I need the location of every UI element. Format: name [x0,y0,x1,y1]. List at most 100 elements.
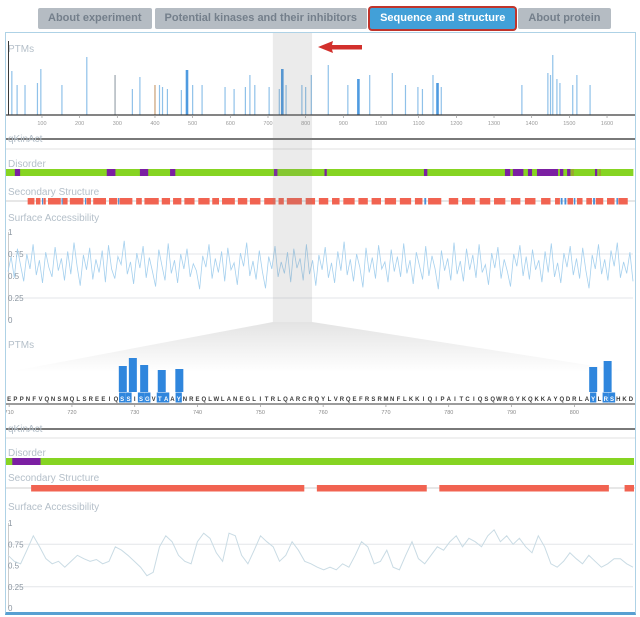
secondary-segment-helix[interactable] [305,198,316,205]
disorder-segment[interactable] [274,169,278,176]
secondary-segment-helix[interactable] [119,198,133,205]
secondary-segment-strand[interactable] [118,198,120,205]
residue-letter[interactable]: A [227,397,232,403]
disorder-segment[interactable] [559,169,564,176]
residue-letter[interactable]: R [365,397,370,403]
secondary-segment-helix[interactable] [343,198,355,205]
residue-letter[interactable]: A [290,397,295,403]
residue-letter[interactable]: N [390,397,394,403]
residue-letter[interactable]: R [572,397,577,403]
residue-letter[interactable]: I [423,397,425,403]
secondary-segment-helix[interactable] [278,198,284,205]
secondary-segment-helix[interactable] [358,198,368,205]
residue-letter[interactable]: F [397,397,401,403]
secondary-segment-helix[interactable] [555,198,560,205]
disorder-detail-bar[interactable] [6,458,634,465]
residue-letter[interactable]: W [214,397,220,403]
secondary-segment-helix[interactable] [332,198,340,205]
residue-letter[interactable]: R [296,397,301,403]
secondary-segment-strand[interactable] [573,198,576,205]
tab-sequence-and-structure[interactable]: Sequence and structure [370,8,516,29]
secondary-segment-helix[interactable] [428,198,442,205]
disorder-bar[interactable] [6,169,634,176]
residue-letter[interactable]: S [126,397,130,403]
residue-letter[interactable]: I [454,397,456,403]
residue-letter[interactable]: C [302,397,307,403]
secondary-segment-helix[interactable] [595,198,604,205]
disorder-segment[interactable] [598,169,601,176]
secondary-segment-helix[interactable] [47,198,61,205]
secondary-segment-helix[interactable] [567,198,574,205]
secondary-segment-helix[interactable] [524,198,536,205]
highlight-band[interactable] [272,33,313,322]
secondary-segment-helix[interactable] [414,198,423,205]
ptm-bar[interactable] [118,366,127,392]
residue-letter[interactable]: S [57,397,61,403]
residue-letter[interactable]: E [353,397,357,403]
residue-letter[interactable]: A [585,397,590,403]
residue-letter[interactable]: V [152,397,156,403]
residue-letter[interactable]: Q [559,397,564,403]
residue-highlight[interactable] [602,392,609,403]
residue-letter[interactable]: I [473,397,475,403]
secondary-segment-helix[interactable] [318,198,329,205]
residue-letter[interactable]: F [359,397,363,403]
residue-letter[interactable]: Y [516,397,520,403]
residue-letter[interactable]: C [465,397,470,403]
residue-letter[interactable]: R [604,397,609,403]
residue-letter[interactable]: R [308,397,313,403]
secondary-segment-helix[interactable] [136,198,142,205]
residue-letter[interactable]: L [221,397,225,403]
residue-highlight[interactable] [175,392,182,403]
residue-letter[interactable]: I [260,397,262,403]
residue-letter[interactable]: Q [283,397,288,403]
residue-letter[interactable]: K [541,397,546,403]
disorder-segment[interactable] [594,169,598,176]
residue-letter[interactable]: K [415,397,420,403]
disorder-segment[interactable] [504,169,511,176]
secondary-segment-helix[interactable] [144,198,159,205]
residue-letter[interactable]: K [409,397,414,403]
disorder-segment[interactable] [512,169,524,176]
secondary-segment-strand[interactable] [593,198,595,205]
secondary-segment-helix[interactable] [93,198,107,205]
residue-letter[interactable]: S [610,397,614,403]
secondary-segment-helix[interactable] [184,198,195,205]
residue-letter[interactable]: R [271,397,276,403]
residue-letter[interactable]: S [484,397,488,403]
residue-letter[interactable]: A [164,397,169,403]
secondary-segment-helix[interactable] [541,198,551,205]
residue-letter[interactable]: A [447,397,452,403]
secondary-segment-helix[interactable] [62,198,68,205]
secondary-segment-strand[interactable] [84,198,87,205]
residue-highlight[interactable] [590,392,597,403]
secondary-segment-helix[interactable] [86,198,91,205]
secondary-segment-helix[interactable] [607,198,615,205]
disorder-segment[interactable] [170,169,176,176]
ptm-bar[interactable] [140,365,149,392]
residue-letter[interactable]: E [7,397,11,403]
secondary-segment-helix[interactable] [43,198,46,205]
disorder-detail-segment[interactable] [12,458,41,465]
residue-letter[interactable]: G [245,397,250,403]
ptm-bar[interactable] [157,370,166,392]
residue-letter[interactable]: E [239,397,243,403]
residue-highlight[interactable] [125,392,132,403]
residue-highlight[interactable] [137,392,145,403]
residue-letter[interactable]: E [101,397,105,403]
disorder-segment[interactable] [527,169,533,176]
residue-letter[interactable]: L [76,397,80,403]
residue-highlight[interactable] [163,392,170,403]
residue-letter[interactable]: S [82,397,86,403]
secondary-segment-helix[interactable] [494,198,506,205]
residue-letter[interactable]: I [109,397,111,403]
residue-letter[interactable]: E [196,397,200,403]
secondary-segment-strand[interactable] [424,198,427,205]
tab-potential-kinases-inhibitors[interactable]: Potential kinases and their inhibitors [154,8,368,29]
residue-letter[interactable]: L [579,397,583,403]
secondary-segment-helix[interactable] [286,198,302,205]
disorder-segment[interactable] [571,169,574,176]
secondary-segment-helix[interactable] [161,198,171,205]
residue-letter[interactable]: T [265,397,269,403]
residue-letter[interactable]: E [95,397,99,403]
